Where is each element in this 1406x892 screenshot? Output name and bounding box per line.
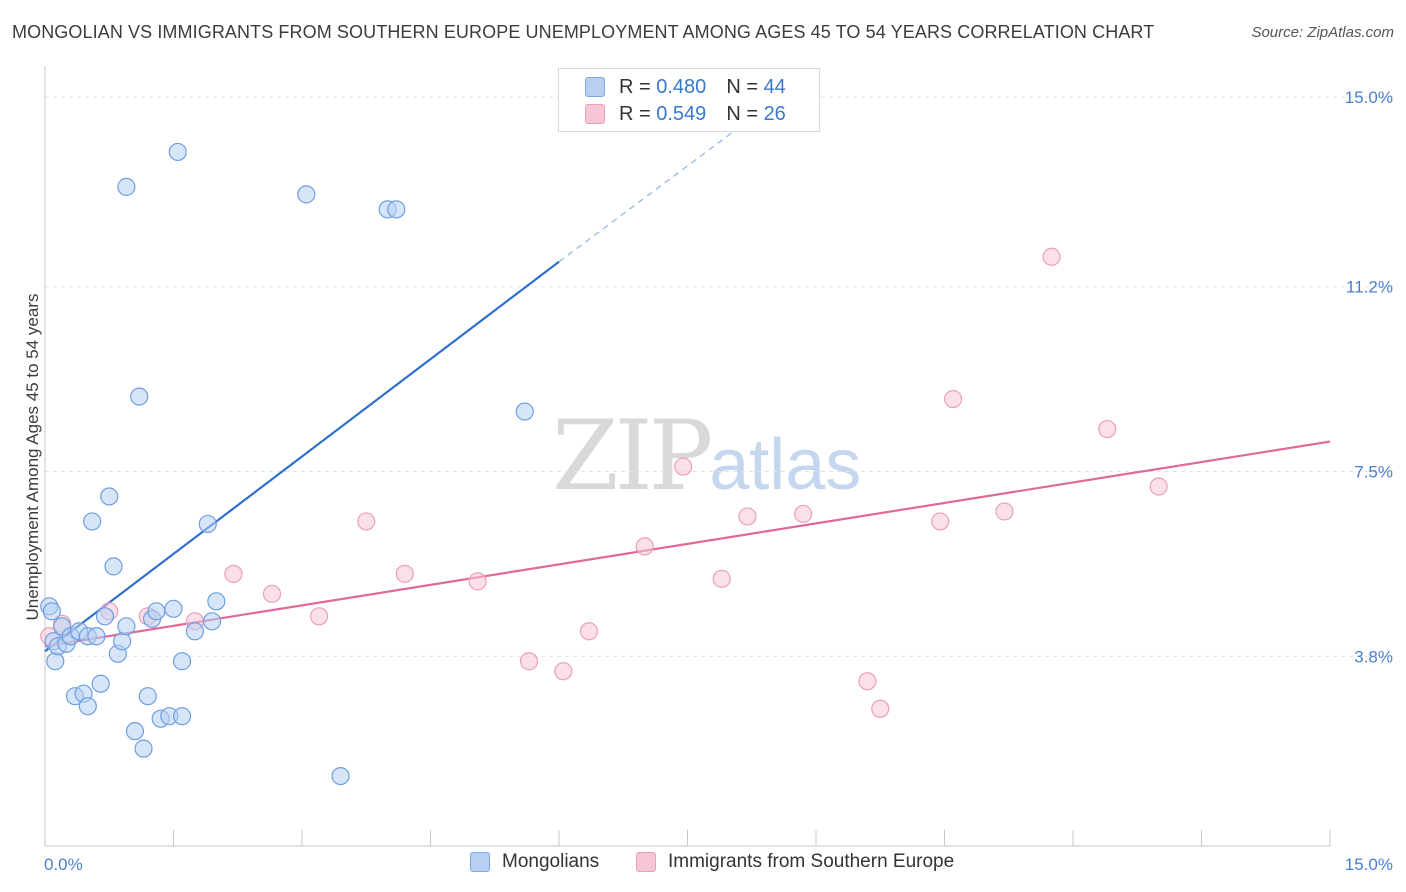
mongolian-point bbox=[87, 627, 106, 646]
mongolian-point bbox=[331, 766, 350, 786]
mongolian-point bbox=[138, 687, 157, 706]
southern-europe-point bbox=[931, 512, 950, 531]
southern-europe-point bbox=[310, 607, 329, 626]
southern-europe-point bbox=[554, 662, 573, 681]
watermark-zip: ZIP bbox=[552, 400, 713, 512]
legend-n-value: 44 bbox=[763, 75, 786, 98]
series-label-southern-europe: Immigrants from Southern Europe bbox=[668, 851, 955, 872]
mongolian-trend-line bbox=[44, 260, 560, 653]
mongolian-point bbox=[172, 652, 192, 671]
legend-r-value: 0.480 bbox=[656, 75, 707, 98]
chart-title: MONGOLIAN VS IMMIGRANTS FROM SOUTHERN EU… bbox=[12, 22, 1155, 42]
series-swatch-blue bbox=[470, 852, 490, 872]
legend-row-southern-europe: R = 0.549 N = 26 bbox=[585, 102, 786, 126]
data-points bbox=[40, 142, 1168, 786]
mongolian-point bbox=[83, 512, 102, 531]
watermark-atlas: atlas bbox=[709, 425, 862, 505]
mongolian-point bbox=[198, 514, 217, 534]
y-tick-label: 7.5% bbox=[1354, 463, 1393, 482]
southern-europe-point bbox=[871, 699, 890, 718]
mongolian-point bbox=[95, 607, 115, 626]
correlation-legend: R = 0.480 N = 44 R = 0.549 N = 26 bbox=[558, 68, 820, 132]
southern-europe-point bbox=[468, 572, 487, 591]
southern-europe-point bbox=[224, 564, 243, 583]
southern-europe-point bbox=[357, 512, 376, 531]
mongolian-point bbox=[515, 402, 534, 421]
mongolian-point bbox=[130, 387, 149, 406]
mongolian-point bbox=[46, 652, 65, 671]
southern-europe-point bbox=[858, 672, 877, 691]
legend-r-label: R = bbox=[619, 102, 651, 125]
y-tick-label: 3.8% bbox=[1354, 647, 1393, 666]
southern-europe-point bbox=[635, 537, 654, 556]
legend-r-label: R = bbox=[619, 75, 651, 98]
mongolian-point bbox=[134, 739, 153, 758]
y-tick-label: 11.2% bbox=[1346, 278, 1393, 297]
mongolian-point bbox=[91, 674, 110, 693]
mongolian-point bbox=[104, 557, 123, 576]
mongolian-point bbox=[100, 487, 119, 506]
y-tick-label: 15.0% bbox=[1345, 88, 1393, 107]
legend-r-value: 0.549 bbox=[656, 102, 707, 125]
southern-europe-point bbox=[674, 457, 693, 476]
x-tick-label: 0.0% bbox=[44, 855, 83, 874]
southern-europe-point bbox=[395, 564, 414, 583]
mongolian-point bbox=[112, 632, 132, 651]
series-label-mongolians: Mongolians bbox=[502, 851, 600, 872]
watermark: ZIPatlas bbox=[552, 400, 861, 512]
mongolian-point bbox=[117, 177, 136, 196]
southern-europe-point bbox=[262, 584, 282, 603]
series-legend-southern-europe: Immigrants from Southern Europe bbox=[636, 851, 954, 873]
x-tick-label: 15.0% bbox=[1345, 855, 1393, 874]
southern-europe-trend-line bbox=[44, 440, 1331, 648]
source-credit: Source: ZipAtlas.com bbox=[1251, 24, 1394, 41]
mongolian-point bbox=[202, 612, 222, 631]
series-legend-mongolians: Mongolians bbox=[470, 851, 599, 873]
mongolian-point bbox=[207, 592, 226, 611]
mongolian-point bbox=[125, 722, 145, 741]
series-legend: Mongolians Immigrants from Southern Euro… bbox=[0, 851, 1406, 877]
legend-n-label: N = bbox=[726, 102, 758, 125]
legend-row-mongolians: R = 0.480 N = 44 bbox=[585, 75, 786, 99]
southern-europe-point bbox=[519, 652, 539, 671]
series-swatch-pink bbox=[636, 852, 656, 872]
axes bbox=[44, 66, 1331, 847]
mongolian-point bbox=[172, 707, 192, 726]
legend-n-value: 26 bbox=[763, 102, 786, 125]
mongolian-point bbox=[168, 142, 187, 162]
southern-europe-point bbox=[738, 507, 757, 526]
mongolian-point bbox=[117, 617, 136, 636]
southern-europe-point bbox=[1149, 477, 1168, 496]
legend-swatch-pink bbox=[585, 104, 605, 124]
southern-europe-point bbox=[1042, 247, 1061, 266]
y-axis-label: Unemployment Among Ages 45 to 54 years bbox=[23, 294, 42, 621]
legend-n-label: N = bbox=[726, 75, 758, 98]
legend-swatch-blue bbox=[585, 77, 605, 97]
mongolian-point bbox=[42, 602, 61, 621]
mongolian-point bbox=[387, 200, 406, 219]
southern-europe-point bbox=[794, 504, 813, 524]
southern-europe-point bbox=[712, 569, 731, 588]
mongolian-point bbox=[185, 622, 205, 641]
axis-labels: 3.8% 7.5% 11.2% 15.0% 0.0% 15.0% Unemployment … bbox=[23, 88, 1393, 874]
mongolian-point bbox=[164, 599, 183, 618]
southern-europe-point bbox=[995, 502, 1014, 521]
mongolian-point bbox=[147, 602, 166, 621]
southern-europe-point bbox=[579, 622, 599, 641]
southern-europe-point bbox=[943, 389, 963, 409]
mongolian-point bbox=[78, 697, 97, 716]
mongolian-point bbox=[297, 185, 316, 204]
southern-europe-point bbox=[1098, 419, 1117, 439]
